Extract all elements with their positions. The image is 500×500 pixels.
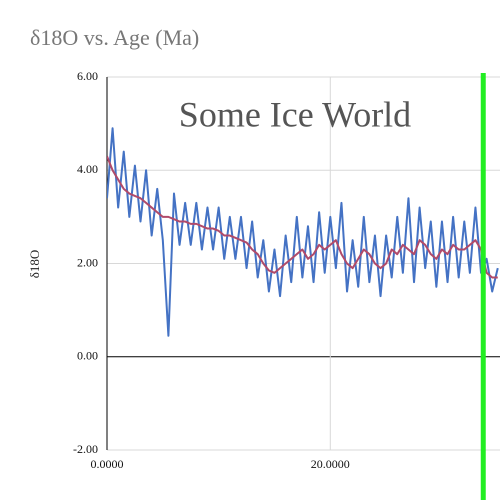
y-tick-label: -2.00 <box>73 442 98 456</box>
y-tick-label: 2.00 <box>77 255 98 269</box>
y-tick-label: 0.00 <box>77 349 98 363</box>
plot-area <box>107 127 499 337</box>
x-tick-label: 20.0000 <box>311 457 350 471</box>
y-tick-label: 4.00 <box>77 162 98 176</box>
annotation: Some Ice World <box>179 94 411 134</box>
y-axis-label: δ18O <box>27 250 42 279</box>
data-line <box>107 155 498 279</box>
y-tick-label: 6.00 <box>77 69 98 83</box>
x-tick-label: 0.0000 <box>91 457 124 471</box>
chart-title: δ18O vs. Age (Ma) <box>30 25 199 50</box>
data-line <box>107 127 499 337</box>
